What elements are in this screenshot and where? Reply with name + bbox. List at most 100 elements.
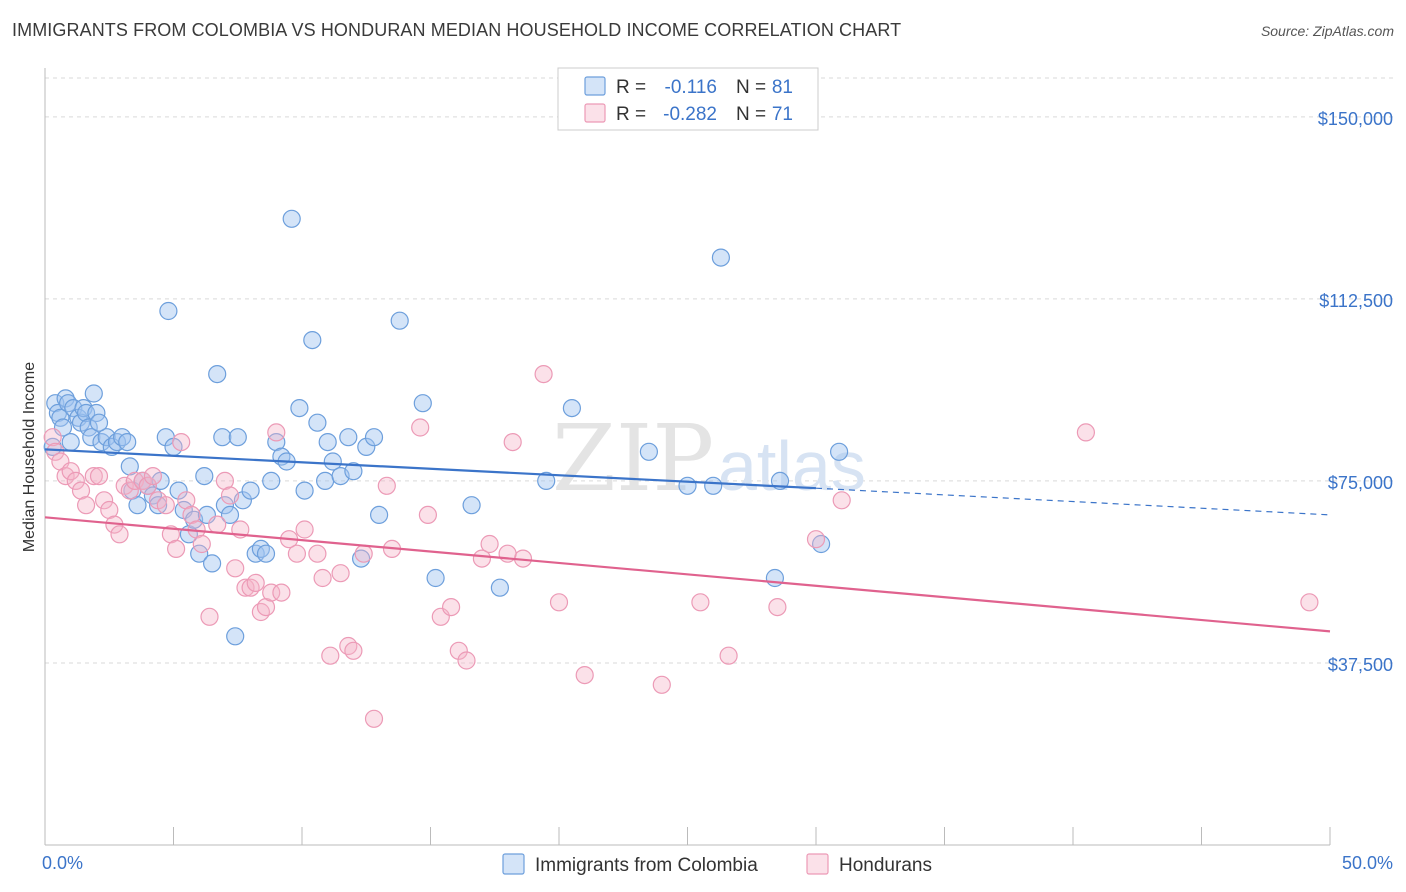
y-tick-label: $37,500 [1328,655,1393,675]
hondurans-point [442,597,461,617]
hondurans-point [192,534,211,554]
colombia-point [290,399,309,418]
colombia-point [267,433,286,452]
y-tick-labels: $37,500 $75,000 $112,500 $150,000 [1318,109,1393,675]
hondurans-point [418,505,437,525]
axes [44,68,1331,846]
hondurans-point [43,428,62,447]
hondurans-point [226,559,245,578]
hondurans-point [364,709,384,728]
colombia-point [149,496,168,515]
hondurans-point [768,597,787,617]
hondurans-point [46,442,65,461]
hondurans-point [84,467,103,486]
y-axis-label: Median Household Income [21,362,38,552]
hondurans-trendline [44,516,1331,633]
gridlines [45,77,1395,664]
hondurans-point [295,520,314,539]
hondurans-point [549,593,569,612]
hondurans-point [472,549,491,568]
colombia-point [228,428,247,447]
hondurans-point [76,496,96,515]
hondurans-point [236,578,255,597]
legend-r-value: -0.116 [665,77,717,98]
hondurans-point [94,491,114,510]
hondurans-point [503,433,522,452]
colombia-point [56,389,75,408]
x-tick-label-max: 50.0% [1342,853,1393,873]
colombia-point [765,568,785,588]
colombia-point [282,209,301,228]
colombia-point [159,301,178,321]
colombia-point [364,428,384,447]
legend-r-value: -0.282 [663,104,717,125]
hondurans-point [377,476,396,495]
colombia-point [92,433,111,452]
colombia-point [76,403,96,423]
colombia-point [490,578,509,597]
colombia-point [82,428,101,447]
bottom-legend-swatch-hondurans [806,853,829,875]
bottom-legend-label-colombia: Immigrants from Colombia [535,855,758,876]
chart-title: IMMIGRANTS FROM COLOMBIA VS HONDURAN MED… [12,20,902,40]
colombia-point [562,399,582,418]
colombia-point [303,331,322,350]
colombia-point [413,394,432,413]
hondurans-point [480,534,499,554]
colombia-point [357,437,376,456]
colombia-point [215,496,234,515]
colombia-point [639,442,659,461]
hondurans-point [246,573,265,593]
colombia-point [89,413,109,432]
hondurans-point [172,433,191,452]
legend-box [557,67,819,131]
watermark-zip: ZIP [552,405,714,512]
colombia-point [120,457,139,476]
colombia-point [295,481,314,500]
legend: R = -0.116 N = 81 R = -0.282 N = 71 [557,67,819,131]
hondurans-point [66,471,85,490]
hondurans-point [806,530,826,549]
colombia-point [462,496,481,515]
hondurans-point [89,467,109,486]
colombia-trendline-extension [815,487,1331,516]
series-colombia-points [43,209,849,646]
legend-n-label: N = [736,77,766,98]
colombia-point [704,476,723,495]
colombia-point [107,433,127,452]
x-tick-label-min: 0.0% [42,853,83,873]
colombia-point [308,413,327,432]
hondurans-point [652,675,671,694]
colombia-point [241,481,260,500]
chart-source: Source: ZipAtlas.com [1260,23,1394,39]
colombia-point [678,476,697,495]
colombia-point [43,437,62,456]
hondurans-point [411,418,430,437]
hondurans-point [719,646,738,665]
colombia-point [323,452,342,471]
hondurans-point [449,641,468,660]
colombia-point [112,428,132,447]
colombia-point [84,384,103,403]
colombia-point [128,496,147,515]
colombia-point [203,554,222,573]
hondurans-point [156,496,175,515]
legend-n-value: 81 [772,77,793,98]
hondurans-point [313,568,332,588]
y-tick-label: $150,000 [1318,109,1393,129]
hondurans-point [287,544,306,563]
colombia-point [61,433,80,452]
colombia-point [426,568,445,588]
hondurans-point [308,544,327,563]
colombia-point [711,248,731,267]
bottom-legend-swatch-colombia [502,853,525,875]
hondurans-point [133,471,152,490]
colombia-point [195,467,214,486]
hondurans-point [272,583,291,602]
hondurans-point [120,481,139,500]
hondurans-point [56,467,75,486]
bottom-legend: Immigrants from Colombia Hondurans [502,853,932,876]
hondurans-point [457,651,476,670]
hondurans-point [208,515,227,534]
